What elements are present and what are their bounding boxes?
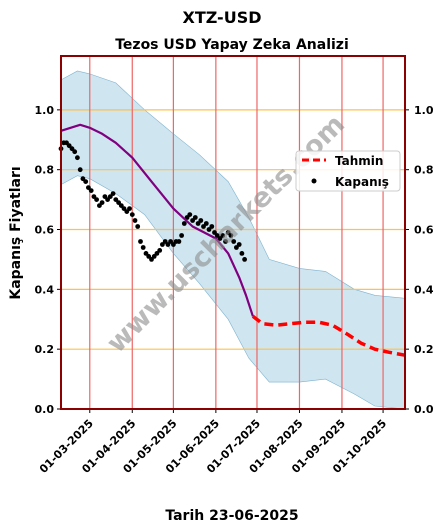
closing-price-point: [107, 194, 113, 200]
closing-price-point: [201, 224, 206, 229]
closing-price-point: [72, 149, 78, 155]
y-tick-label-left: 1.0: [35, 104, 55, 117]
closing-price-point: [99, 200, 105, 206]
y-tick-label-left: 0.8: [35, 164, 55, 177]
closing-price-point: [157, 248, 163, 253]
y-axis-label: Kapanış Fiyatları: [8, 166, 24, 299]
closing-price-point: [192, 215, 198, 220]
closing-price-point: [113, 197, 119, 203]
legend-kapanis-label: Kapanış: [335, 175, 389, 189]
closing-price-point: [66, 143, 72, 149]
closing-price-point: [138, 239, 143, 244]
chart-title: XTZ-USD: [182, 8, 261, 27]
closing-price-point: [83, 179, 89, 185]
closing-price-point: [187, 212, 193, 218]
y-tick-label-left: 0.2: [35, 343, 55, 356]
closing-price-point: [146, 254, 152, 259]
closing-price-point: [88, 188, 94, 194]
closing-price-point: [209, 224, 215, 229]
closing-price-point: [236, 242, 242, 247]
y-tick-label-right: 1.0: [414, 104, 434, 117]
forecast-line: [251, 314, 406, 357]
closing-price-point: [231, 239, 237, 244]
closing-price-point: [239, 251, 245, 256]
closing-price-point: [181, 221, 187, 226]
closing-price-point: [179, 233, 185, 238]
y-tick-label-right: 0.4: [414, 283, 434, 296]
grid-layer: [61, 56, 405, 409]
legend-kapanis-swatch: [311, 178, 317, 184]
closing-price-point: [234, 245, 239, 250]
closing-price-point: [160, 242, 165, 247]
closing-price-point: [198, 218, 204, 223]
y-tick-label-right: 0.6: [414, 224, 434, 237]
closing-price-point: [86, 185, 91, 191]
y-tick-label-left: 0.0: [35, 403, 55, 416]
legend-box: [295, 150, 401, 192]
closing-price-point: [242, 257, 248, 262]
plot-border: [60, 55, 406, 410]
y-tick-label-left: 0.6: [35, 224, 55, 237]
closing-price-point: [228, 233, 234, 238]
closing-price-point: [220, 233, 226, 238]
closing-price-point: [77, 167, 83, 173]
model-line: [60, 123, 254, 317]
closing-price-point: [168, 239, 174, 244]
closing-price-point: [203, 221, 209, 226]
closing-price-point: [206, 227, 212, 232]
y-tick-label-right: 0.2: [414, 343, 434, 356]
chart-subtitle: Tezos USD Yapay Zeka Analizi: [115, 37, 349, 53]
y-tick-label-right: 0.8: [414, 164, 434, 177]
y-tick-label-left: 0.4: [35, 283, 55, 296]
closing-price-point: [214, 233, 220, 238]
closing-price-point: [94, 197, 99, 203]
closing-price-point: [135, 224, 141, 229]
series-layer: [58, 123, 406, 357]
x-axis-label: Tarih 23-06-2025: [165, 508, 298, 524]
closing-price-point: [140, 245, 146, 250]
closing-price-point: [127, 206, 132, 212]
closing-price-point: [154, 251, 160, 256]
closing-price-point: [132, 218, 138, 223]
legend-tahmin-label: Tahmin: [335, 154, 383, 168]
closing-price-point: [110, 191, 116, 197]
y-tick-label-right: 0.0: [414, 403, 434, 416]
closing-price-point: [176, 239, 182, 244]
legend: Tahmin Kapanış: [295, 150, 401, 192]
closing-price-point: [75, 155, 80, 161]
closing-price-point: [223, 239, 228, 244]
closing-price-point: [129, 212, 135, 218]
closing-price-point: [121, 206, 127, 212]
